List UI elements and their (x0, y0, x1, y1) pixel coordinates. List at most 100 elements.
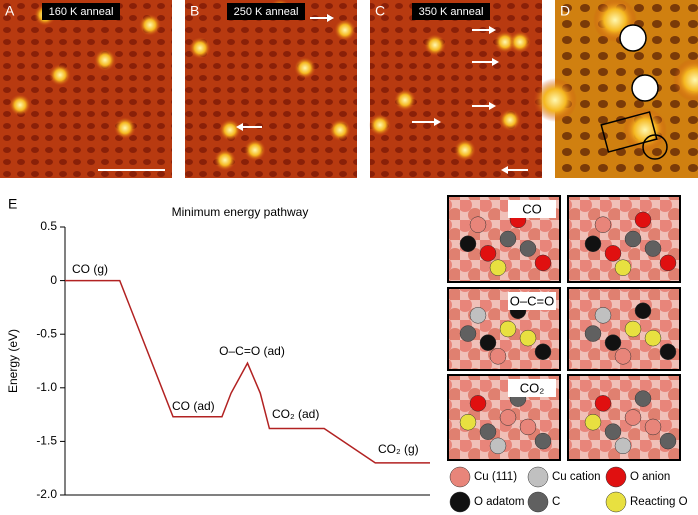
legend-swatch (527, 466, 549, 488)
atom (614, 437, 632, 455)
atom (584, 235, 602, 253)
panel-label: B (190, 3, 199, 19)
arrow-head (489, 102, 496, 110)
bright-spot (334, 19, 356, 41)
bright-spot (623, 108, 667, 152)
atom (614, 348, 632, 365)
legend-label: C (552, 496, 560, 508)
y-tick-label: 0.5 (40, 219, 57, 233)
atom (519, 240, 537, 257)
bright-spot (369, 114, 391, 136)
label-bg (508, 379, 556, 397)
atom (594, 395, 612, 412)
atom (659, 254, 677, 272)
structure-label: CO (522, 201, 542, 216)
panel-label: C (375, 3, 385, 19)
legend-swatch (605, 491, 627, 513)
atom (624, 230, 642, 248)
atom (479, 245, 497, 262)
panel-caption: 250 K anneal (234, 6, 299, 18)
bright-spot (114, 117, 136, 139)
bright-spot (509, 31, 531, 53)
bright-spot (294, 57, 316, 79)
label-bg (508, 292, 556, 310)
atom (624, 409, 642, 426)
atom (644, 418, 662, 436)
bright-spot (499, 109, 521, 131)
atom (489, 348, 507, 365)
atom (659, 432, 677, 450)
annotation: CO (ad) (172, 399, 215, 413)
legend-swatch (605, 466, 627, 488)
atom (499, 409, 517, 426)
annotation: CO₂ (g) (378, 442, 419, 456)
label-bg (508, 200, 556, 218)
y-tick-label: -2.0 (36, 487, 57, 501)
arrow-head (492, 58, 499, 66)
arrow-head (489, 26, 496, 34)
atom (659, 343, 677, 361)
highlight-circle (619, 24, 647, 52)
energy-line (65, 279, 430, 464)
panel-caption: 160 K anneal (49, 6, 114, 18)
annotation: CO₂ (ad) (272, 407, 319, 421)
atom (459, 325, 477, 342)
atom (469, 216, 487, 233)
atom (604, 334, 622, 351)
annotation: O–C=O (ad) (219, 344, 285, 358)
atom (489, 437, 507, 455)
arrow-head (434, 118, 441, 126)
y-tick-label: 0 (50, 273, 57, 287)
atom (519, 418, 537, 436)
atom (469, 395, 487, 412)
stm-image (185, 0, 357, 178)
panel-label: D (560, 3, 570, 19)
atom (479, 423, 497, 440)
atom (499, 230, 517, 248)
caption-bg (227, 3, 305, 20)
bright-spot (673, 58, 698, 102)
legend-swatch (449, 491, 471, 513)
bright-spot (139, 14, 161, 36)
arrow-head (236, 123, 243, 131)
atom (534, 254, 552, 272)
atom (594, 307, 612, 324)
bright-spot (424, 34, 446, 56)
atom (604, 423, 622, 440)
bright-spot (49, 64, 71, 86)
y-tick-label: -1.5 (36, 434, 57, 448)
bright-spot (244, 139, 266, 161)
atom (499, 320, 517, 338)
y-tick-label: -1.0 (36, 380, 57, 394)
bright-spot (189, 37, 211, 59)
atom (584, 325, 602, 342)
bright-spot (329, 119, 351, 141)
y-axis-label: Energy (eV) (6, 329, 20, 393)
bright-spot (214, 149, 236, 171)
y-tick-label: -0.5 (36, 326, 57, 340)
atom (534, 432, 552, 450)
atom (624, 320, 642, 338)
legend-label: O anion (630, 471, 670, 483)
chart-title: Minimum energy pathway (172, 205, 309, 219)
arrow-head (327, 14, 334, 22)
bright-spot (94, 49, 116, 71)
atom (604, 245, 622, 262)
atom (634, 211, 652, 229)
bright-spot (394, 89, 416, 111)
caption-bg (412, 3, 490, 20)
bright-spot (219, 119, 241, 141)
atom (644, 240, 662, 257)
arrow-head (501, 166, 508, 174)
structure-label: O–C=O (510, 293, 554, 308)
atom (614, 259, 632, 276)
legend-label: O adatom (474, 496, 525, 508)
atom (469, 307, 487, 324)
legend-label: Reacting O (630, 496, 688, 508)
atom (489, 259, 507, 276)
panel-caption: 350 K anneal (419, 6, 484, 18)
atom (519, 329, 537, 347)
bright-spot (9, 94, 31, 116)
atom (479, 334, 497, 351)
